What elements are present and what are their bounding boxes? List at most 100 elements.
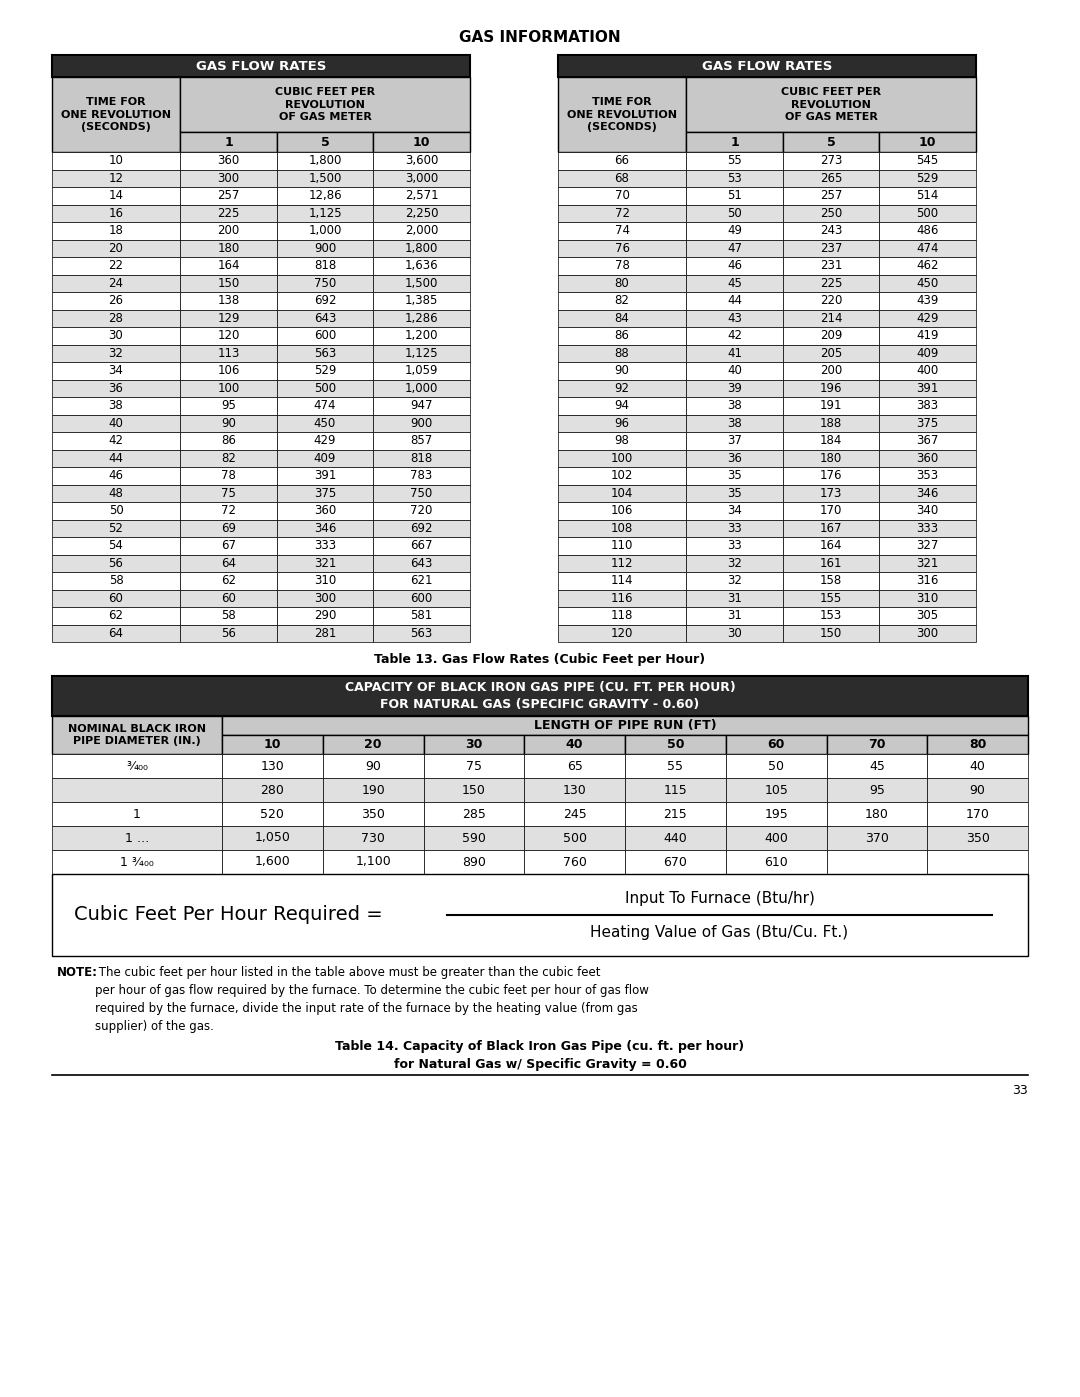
Text: 440: 440 — [663, 831, 687, 845]
Bar — [524, 778, 625, 802]
Text: 195: 195 — [765, 807, 788, 820]
Bar — [373, 432, 470, 450]
Text: Input To Furnace (Btu/hr): Input To Furnace (Btu/hr) — [624, 891, 814, 907]
Text: The cubic feet per hour listed in the table above must be greater than the cubic: The cubic feet per hour listed in the ta… — [95, 965, 649, 1032]
Bar — [783, 152, 879, 169]
Bar — [726, 802, 826, 826]
Text: 818: 818 — [314, 260, 336, 272]
Bar — [686, 362, 783, 380]
Text: 33: 33 — [1012, 1084, 1028, 1098]
Text: 1: 1 — [225, 136, 233, 148]
Text: 191: 191 — [820, 400, 842, 412]
Bar — [52, 292, 180, 310]
Text: 243: 243 — [820, 225, 842, 237]
Bar — [558, 362, 686, 380]
Bar — [373, 310, 470, 327]
Bar — [52, 450, 180, 467]
Bar — [373, 467, 470, 485]
Text: 265: 265 — [820, 172, 842, 184]
Text: 50: 50 — [109, 504, 123, 517]
Bar — [726, 826, 826, 849]
Bar — [373, 450, 470, 467]
Bar — [558, 380, 686, 397]
Bar — [52, 204, 180, 222]
Bar — [783, 415, 879, 432]
Bar — [276, 169, 373, 187]
Text: 316: 316 — [916, 574, 939, 587]
Text: 367: 367 — [916, 434, 939, 447]
Bar — [686, 187, 783, 204]
Bar — [928, 735, 1028, 754]
Bar — [928, 778, 1028, 802]
Bar — [423, 802, 524, 826]
Bar — [783, 624, 879, 643]
Bar — [558, 257, 686, 274]
Text: 890: 890 — [462, 855, 486, 869]
Bar — [879, 502, 976, 520]
Bar — [180, 327, 276, 345]
Text: 32: 32 — [727, 574, 742, 587]
Text: 35: 35 — [727, 469, 742, 482]
Bar — [52, 54, 470, 77]
Text: 50: 50 — [727, 207, 742, 219]
Text: 90: 90 — [970, 784, 986, 796]
Bar — [686, 380, 783, 397]
Text: 2,000: 2,000 — [405, 225, 438, 237]
Bar — [52, 432, 180, 450]
Bar — [276, 380, 373, 397]
Text: 419: 419 — [916, 330, 939, 342]
Bar — [222, 802, 323, 826]
Bar — [558, 327, 686, 345]
Bar — [180, 608, 276, 624]
Bar — [323, 754, 423, 778]
Bar — [783, 222, 879, 239]
Text: 22: 22 — [108, 260, 123, 272]
Bar — [686, 77, 976, 131]
Text: 74: 74 — [615, 225, 630, 237]
Text: NOTE:: NOTE: — [57, 965, 98, 979]
Text: 100: 100 — [217, 381, 240, 395]
Bar — [686, 257, 783, 274]
Bar — [783, 397, 879, 415]
Text: 30: 30 — [465, 738, 483, 752]
Bar — [879, 380, 976, 397]
Text: 1,800: 1,800 — [405, 242, 438, 254]
Text: 34: 34 — [109, 365, 123, 377]
Bar — [373, 380, 470, 397]
Text: 20: 20 — [364, 738, 382, 752]
Text: CUBIC FEET PER
REVOLUTION
OF GAS METER: CUBIC FEET PER REVOLUTION OF GAS METER — [275, 87, 375, 122]
Text: 409: 409 — [314, 451, 336, 465]
Text: 590: 590 — [462, 831, 486, 845]
Text: 1,800: 1,800 — [308, 154, 341, 168]
Text: 333: 333 — [917, 521, 939, 535]
Text: CAPACITY OF BLACK IRON GAS PIPE (CU. FT. PER HOUR)
FOR NATURAL GAS (SPECIFIC GRA: CAPACITY OF BLACK IRON GAS PIPE (CU. FT.… — [345, 680, 735, 711]
Text: 257: 257 — [217, 189, 240, 203]
Text: 10: 10 — [919, 136, 936, 148]
Bar — [558, 152, 686, 169]
Bar — [276, 520, 373, 536]
Text: 1 …: 1 … — [125, 831, 149, 845]
Bar — [524, 802, 625, 826]
Bar — [879, 536, 976, 555]
Text: GAS FLOW RATES: GAS FLOW RATES — [195, 60, 326, 73]
Text: 391: 391 — [916, 381, 939, 395]
Bar — [222, 826, 323, 849]
Text: 474: 474 — [314, 400, 336, 412]
Bar — [373, 520, 470, 536]
Bar — [686, 520, 783, 536]
Text: 205: 205 — [820, 346, 842, 360]
Text: 3,600: 3,600 — [405, 154, 438, 168]
Text: 48: 48 — [109, 486, 123, 500]
Bar — [524, 826, 625, 849]
Text: 24: 24 — [108, 277, 123, 289]
Text: 60: 60 — [109, 592, 123, 605]
Text: 114: 114 — [611, 574, 633, 587]
Bar — [686, 152, 783, 169]
Text: 474: 474 — [916, 242, 939, 254]
Bar — [524, 849, 625, 875]
Bar — [558, 274, 686, 292]
Bar — [276, 187, 373, 204]
Text: 5: 5 — [826, 136, 835, 148]
Bar — [180, 310, 276, 327]
Text: 184: 184 — [820, 434, 842, 447]
